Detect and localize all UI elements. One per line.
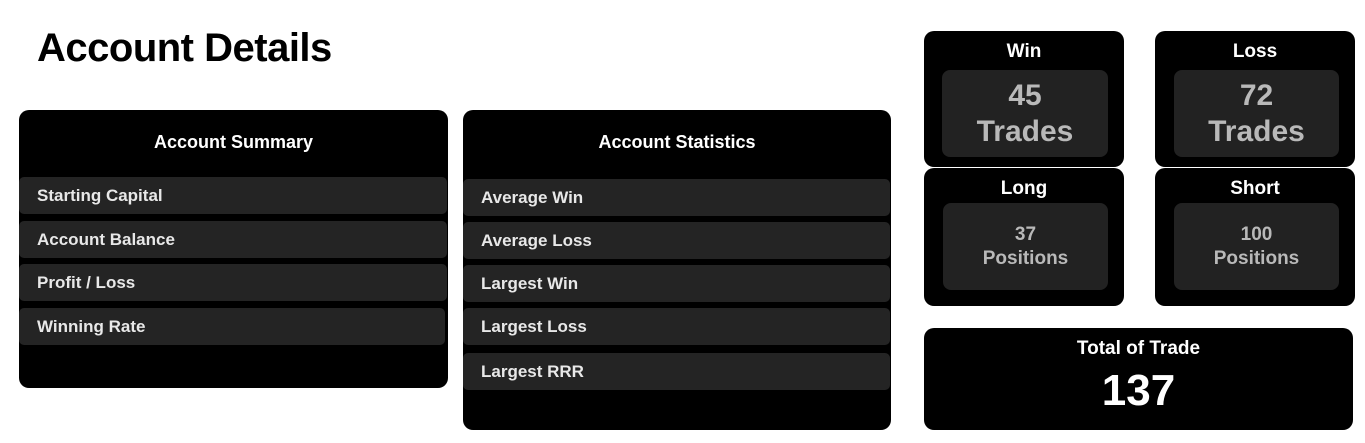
- loss-value: 72: [1239, 78, 1274, 112]
- statistics-row-label: Largest Win: [481, 274, 579, 293]
- long-value-box: 37 Positions: [943, 203, 1108, 290]
- short-value: 100: [1240, 223, 1273, 245]
- statistics-row-average-win[interactable]: Average Win: [463, 179, 890, 216]
- account-summary-title: Account Summary: [153, 132, 314, 152]
- statistics-row-largest-rrr[interactable]: Largest RRR: [463, 353, 890, 390]
- account-statistics-panel: Account Statistics Average Win Average L…: [463, 110, 891, 430]
- summary-row-starting-capital[interactable]: Starting Capital: [19, 177, 447, 214]
- short-card: Short 100 Positions: [1155, 168, 1355, 306]
- win-card: Win 45 Trades: [924, 31, 1124, 167]
- statistics-row-label: Average Win: [481, 188, 584, 207]
- account-summary-panel: Account Summary Starting Capital Account…: [19, 110, 448, 388]
- statistics-row-label: Average Loss: [481, 231, 592, 250]
- statistics-row-largest-win[interactable]: Largest Win: [463, 265, 890, 302]
- loss-unit: Trades: [1208, 114, 1305, 148]
- summary-row-account-balance[interactable]: Account Balance: [19, 221, 447, 258]
- total-trade-title: Total of Trade: [1076, 338, 1201, 359]
- win-value: 45: [1008, 78, 1042, 112]
- short-unit: Positions: [1213, 247, 1300, 269]
- summary-row-label: Profit / Loss: [37, 273, 136, 292]
- short-title: Short: [1230, 178, 1280, 199]
- total-trade-value: 137: [1101, 366, 1176, 415]
- long-title: Long: [1000, 178, 1048, 199]
- account-statistics-title: Account Statistics: [598, 132, 756, 152]
- win-value-box: 45 Trades: [942, 70, 1108, 157]
- loss-value-box: 72 Trades: [1174, 70, 1339, 157]
- loss-title: Loss: [1232, 41, 1278, 62]
- summary-row-label: Account Balance: [37, 230, 175, 249]
- page-title: Account Details: [37, 26, 332, 70]
- win-title: Win: [1006, 41, 1042, 62]
- statistics-row-label: Largest RRR: [481, 362, 584, 381]
- total-trade-card: Total of Trade 137: [924, 328, 1353, 430]
- loss-card: Loss 72 Trades: [1155, 31, 1355, 167]
- win-unit: Trades: [976, 114, 1074, 148]
- statistics-row-largest-loss[interactable]: Largest Loss: [463, 308, 890, 345]
- summary-row-profit-loss[interactable]: Profit / Loss: [19, 264, 447, 301]
- statistics-row-label: Largest Loss: [481, 317, 587, 336]
- long-value: 37: [1014, 223, 1037, 245]
- summary-row-label: Starting Capital: [37, 186, 163, 205]
- long-card: Long 37 Positions: [924, 168, 1124, 306]
- summary-row-label: Winning Rate: [37, 317, 146, 336]
- long-unit: Positions: [982, 247, 1069, 269]
- statistics-row-average-loss[interactable]: Average Loss: [463, 222, 890, 259]
- summary-row-winning-rate[interactable]: Winning Rate: [19, 308, 445, 345]
- short-value-box: 100 Positions: [1174, 203, 1339, 290]
